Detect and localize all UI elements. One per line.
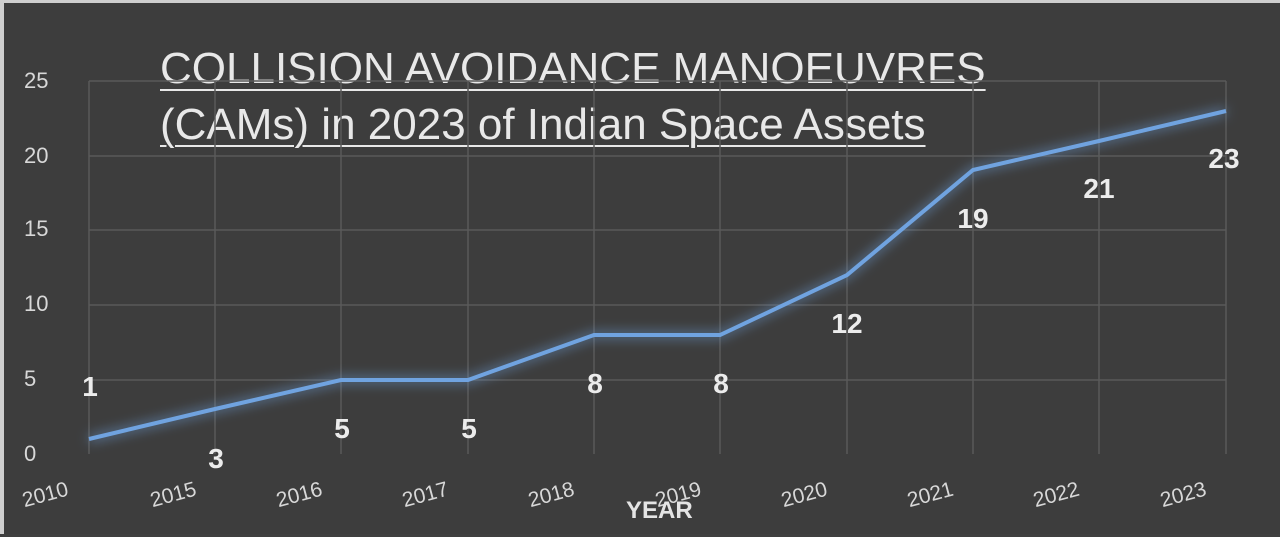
y-tick-25: 25: [24, 68, 49, 93]
data-label: 8: [587, 368, 603, 399]
data-label: 21: [1083, 173, 1115, 204]
data-label: 23: [1208, 143, 1240, 174]
y-tick-10: 10: [24, 291, 49, 316]
y-tick-0: 0: [24, 441, 37, 466]
chart-title-line-1: COLLISION AVOIDANCE MANOEUVRES: [160, 44, 986, 93]
cams-series-line: [88, 109, 1227, 441]
gridlines: [88, 80, 1227, 454]
chart-title: COLLISION AVOIDANCE MANOEUVRES (CAMs) in…: [160, 41, 986, 153]
chart-title-line-2: (CAMs) in 2023 of Indian Space Assets: [160, 100, 926, 149]
y-tick-5: 5: [24, 366, 37, 391]
plot-area: [88, 80, 1227, 454]
data-label: 1: [82, 371, 98, 402]
data-label: 12: [831, 308, 863, 339]
data-label: 19: [957, 203, 989, 234]
y-tick-15: 15: [24, 216, 49, 241]
data-label: 3: [208, 443, 224, 474]
x-axis-title: YEAR: [626, 497, 693, 524]
data-label: 8: [713, 368, 729, 399]
y-tick-20: 20: [24, 143, 49, 168]
data-label: 5: [461, 413, 477, 444]
data-label: 5: [334, 413, 350, 444]
